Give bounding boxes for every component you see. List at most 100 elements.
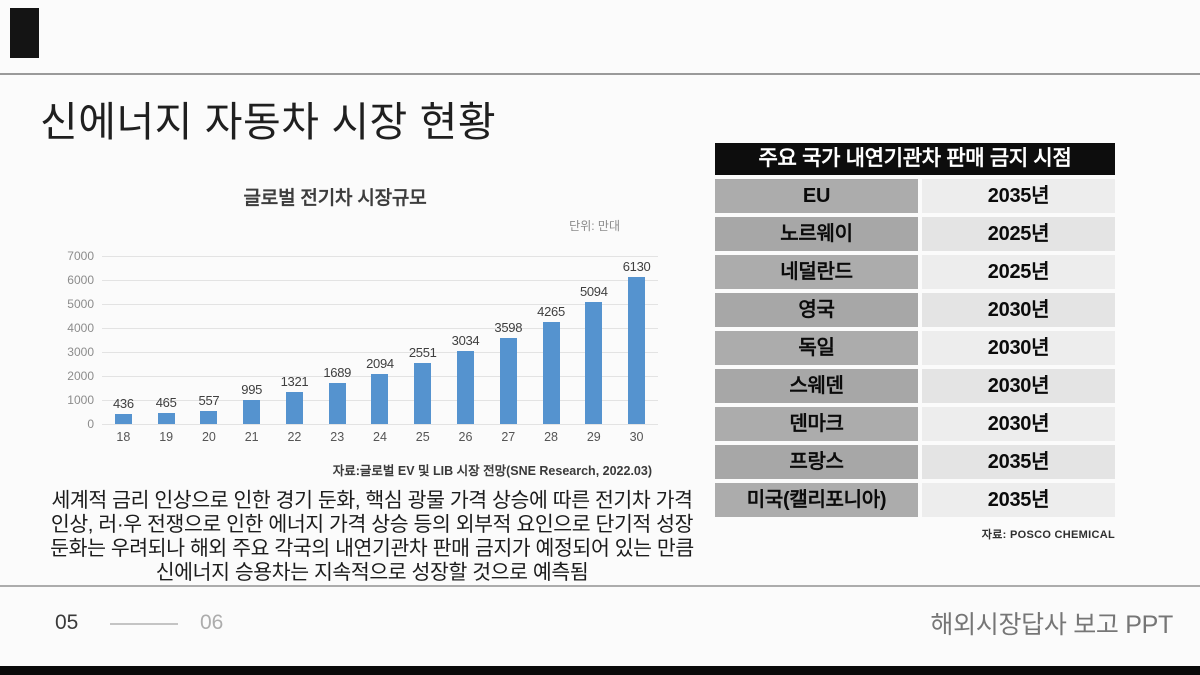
top-divider: [0, 73, 1200, 75]
table-row: 덴마크 2030년: [715, 407, 1115, 441]
bar-column: 1689: [316, 365, 359, 424]
table-row: 프랑스 2035년: [715, 445, 1115, 479]
table-body: EU 2035년 노르웨이 2025년 네덜란드 2025년 영국 2030년 독일 2030년 스…: [715, 179, 1115, 517]
chart-plot-area: 436 465 557 995 1321 1689 2094 2551 3034 3598 4265…: [67, 249, 658, 431]
bar-column: 1321: [273, 374, 316, 424]
ban-year-cell: 2035년: [922, 445, 1115, 479]
summary-line: 둔화는 우려되나 해외 주요 각국의 내연기관차 판매 금지가 예정되어 있는 …: [50, 537, 694, 560]
bar-column: 5094: [572, 284, 615, 424]
bar-value-label: 5094: [579, 283, 608, 299]
chart-unit-label: 단위: 만대: [569, 219, 620, 233]
bar-column: 995: [230, 382, 273, 424]
chart-x-axis: 18 19 20 21 22 23 24 25 26 27 28 29 30: [102, 430, 658, 444]
table-row: 영국 2030년: [715, 293, 1115, 327]
bottom-accent-bar: [0, 666, 1200, 675]
y-axis-tick-label: 4000: [67, 321, 94, 335]
chart-source-note: 자료:글로벌 EV 및 LIB 시장 전망(SNE Research, 2022…: [332, 464, 652, 478]
ban-year-cell: 2030년: [922, 407, 1115, 441]
footer-divider: [0, 585, 1200, 587]
bar-value-label: 995: [241, 382, 263, 398]
bar-value-label: 2094: [366, 355, 394, 371]
bar-column: 3598: [487, 320, 530, 424]
chart-gridline: 3000: [67, 345, 658, 359]
summary-line: 인상, 러·우 전쟁으로 인한 에너지 가격 상승 등의 외부적 요인으로 단기…: [50, 513, 694, 536]
chart-gridline: 0: [87, 417, 658, 431]
ban-year-cell: 2035년: [922, 483, 1115, 517]
bar: [542, 321, 560, 424]
page-progress-line: [110, 623, 178, 625]
x-axis-tick-label: 22: [287, 430, 302, 444]
ban-year-cell: 2025년: [922, 255, 1115, 289]
table-row: 독일 2030년: [715, 331, 1115, 365]
bar-value-label: 557: [198, 392, 220, 408]
x-axis-tick-label: 19: [159, 430, 174, 444]
x-axis-tick-label: 27: [501, 430, 516, 444]
y-axis-tick-label: 3000: [67, 345, 94, 359]
x-axis-tick-label: 30: [629, 430, 644, 444]
y-axis-tick-label: 5000: [67, 297, 94, 311]
country-cell: 미국(캘리포니아): [715, 483, 918, 517]
bar-column: 2094: [359, 356, 402, 424]
report-title: 해외시장답사 보고 PPT: [930, 611, 1173, 639]
table-row: EU 2035년: [715, 179, 1115, 213]
bar-column: 3034: [444, 333, 487, 424]
bar-column: 436: [102, 396, 145, 424]
table-row: 노르웨이 2025년: [715, 217, 1115, 251]
bar-value-label: 1321: [280, 374, 309, 390]
x-axis-tick-label: 25: [415, 430, 430, 444]
country-cell: 스웨덴: [715, 369, 918, 403]
bar-value-label: 6130: [622, 258, 651, 274]
bar-value-label: 1689: [323, 365, 352, 381]
y-axis-tick-label: 7000: [67, 249, 94, 263]
market-summary-text: 세계적 금리 인상으로 인한 경기 둔화, 핵심 광물 가격 상승에 따른 전기…: [38, 489, 706, 585]
bar-value-label: 2551: [408, 344, 437, 360]
bar: [157, 412, 175, 424]
bar: [585, 301, 603, 424]
bar: [200, 410, 218, 424]
page-title: 신에너지 자동차 시장 현황: [40, 99, 497, 145]
chart-gridline: 6000: [67, 273, 658, 287]
chart-gridline: 7000: [67, 249, 658, 263]
bar-column: 6130: [615, 259, 658, 424]
ban-year-cell: 2030년: [922, 331, 1115, 365]
bar-value-label: 436: [112, 395, 134, 411]
country-cell: 노르웨이: [715, 217, 918, 251]
summary-line: 세계적 금리 인상으로 인한 경기 둔화, 핵심 광물 가격 상승에 따른 전기…: [51, 489, 693, 512]
bar: [285, 392, 303, 424]
bar-column: 557: [188, 393, 231, 424]
ban-year-cell: 2030년: [922, 369, 1115, 403]
ice-ban-table: 주요 국가 내연기관차 판매 금지 시점 EU 2035년 노르웨이 2025년 네덜란…: [715, 143, 1115, 542]
bar: [114, 413, 132, 424]
y-axis-tick-label: 0: [87, 417, 94, 431]
bar: [457, 351, 474, 424]
ban-year-cell: 2025년: [922, 217, 1115, 251]
bar-value-label: 3598: [494, 319, 523, 335]
bar: [628, 276, 646, 424]
bar: [371, 373, 389, 424]
page-number-next: 06: [200, 611, 224, 634]
x-axis-tick-label: 26: [458, 430, 473, 444]
y-axis-tick-label: 1000: [67, 393, 94, 407]
x-axis-tick-label: 21: [244, 430, 259, 444]
page-number-current: 05: [55, 611, 79, 634]
x-axis-tick-label: 28: [544, 430, 558, 444]
country-cell: 영국: [715, 293, 918, 327]
table-row: 스웨덴 2030년: [715, 369, 1115, 403]
corner-accent-block: [10, 8, 39, 58]
footer: 05 06 해외시장답사 보고 PPT: [0, 603, 1200, 658]
chart-title: 글로벌 전기차 시장규모: [243, 188, 427, 209]
bar-value-label: 4265: [537, 303, 565, 319]
table-row: 미국(캘리포니아) 2035년: [715, 483, 1115, 517]
x-axis-tick-label: 24: [373, 430, 387, 444]
country-cell: 덴마크: [715, 407, 918, 441]
chart-gridline: 5000: [67, 297, 658, 311]
y-axis-tick-label: 2000: [67, 369, 94, 383]
country-cell: EU: [715, 179, 918, 213]
country-cell: 프랑스: [715, 445, 918, 479]
ban-year-cell: 2030년: [922, 293, 1115, 327]
y-axis-tick-label: 6000: [67, 273, 94, 287]
bar: [328, 383, 346, 424]
x-axis-tick-label: 29: [586, 430, 601, 444]
chart-bars: 436 465 557 995 1321 1689 2094 2551 3034 3598 4265…: [102, 256, 658, 424]
chart-gridline: 4000: [67, 321, 658, 335]
